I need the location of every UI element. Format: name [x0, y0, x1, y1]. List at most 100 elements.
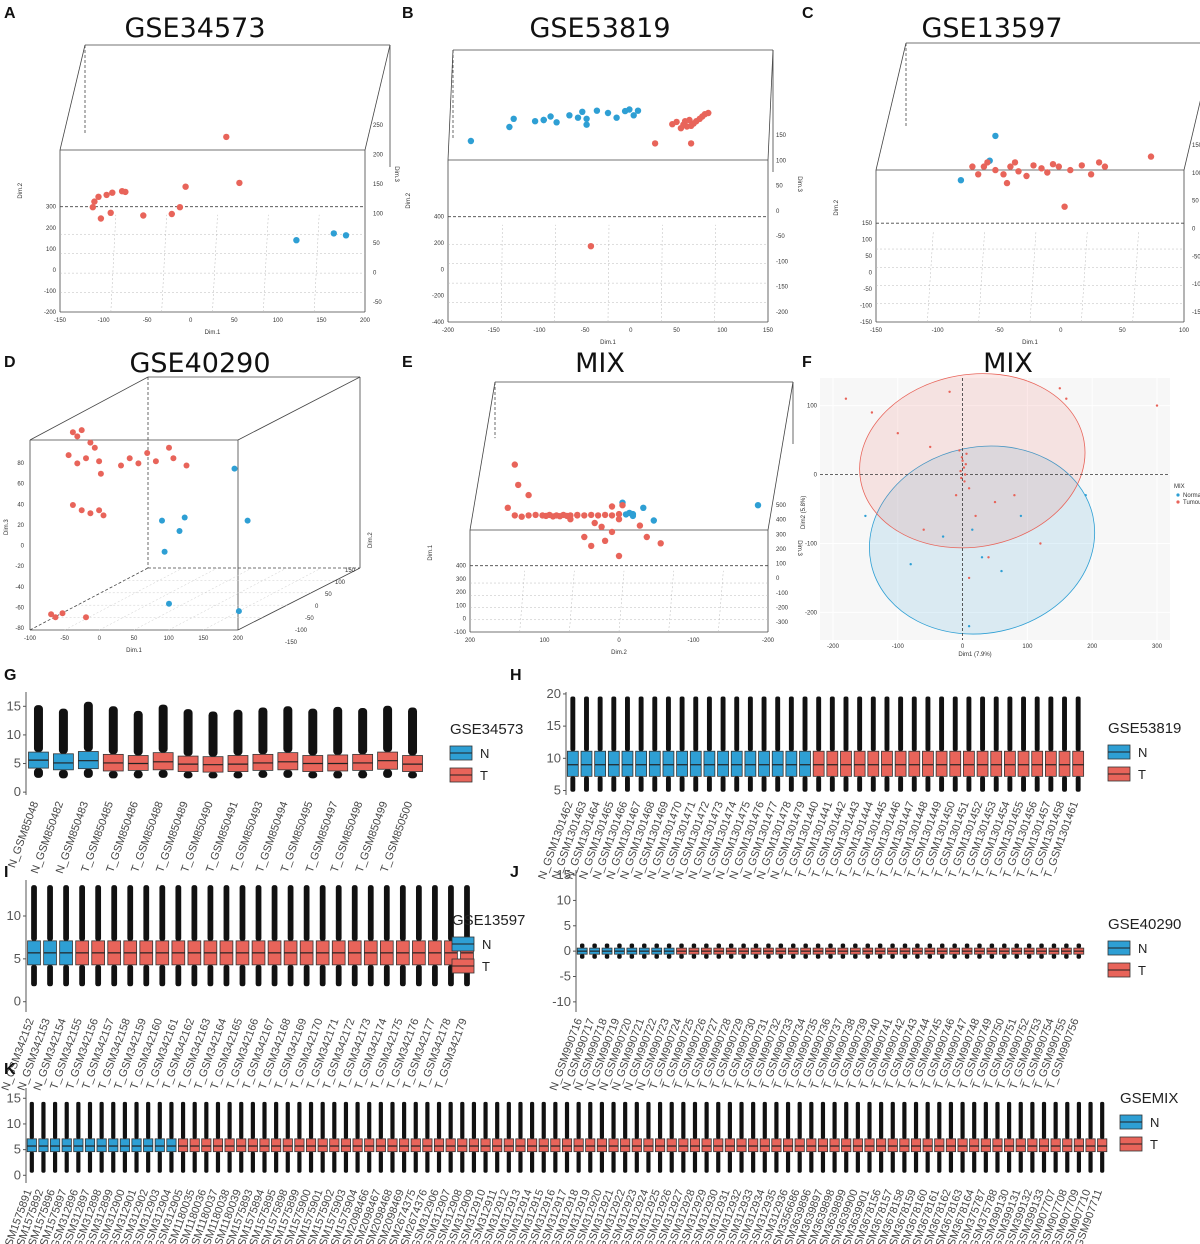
- lower-whisker: [127, 964, 134, 987]
- x-tick-label: -200: [827, 644, 840, 650]
- upper-whisker: [584, 696, 589, 752]
- box-body: [317, 1138, 328, 1153]
- tumor-box: [422, 1101, 433, 1173]
- normal-box: [27, 885, 41, 987]
- x-axis-label: Dim.1: [600, 340, 616, 346]
- lower-whisker: [937, 1151, 942, 1173]
- tumor-point: [518, 513, 525, 520]
- tumor-box: [189, 1101, 200, 1173]
- x-tick-label: 0: [629, 328, 633, 334]
- upper-whisker: [460, 1101, 465, 1139]
- x-tick-label: 150: [198, 636, 209, 642]
- upper-whisker: [415, 885, 422, 941]
- y-tick-label: 100: [456, 603, 467, 609]
- upper-whisker: [58, 708, 68, 754]
- frame-edge: [237, 567, 361, 631]
- tumor-box: [1015, 1101, 1026, 1173]
- lower-whisker: [832, 1151, 837, 1173]
- tumor-point: [109, 189, 116, 196]
- box-body: [608, 1138, 619, 1153]
- y-tick-label: -5: [559, 969, 571, 984]
- tumor-point: [587, 243, 595, 250]
- panel-letter: E: [402, 354, 413, 371]
- tumor-box: [1048, 943, 1060, 959]
- tumor-point: [122, 188, 129, 196]
- tumor-point: [870, 411, 874, 414]
- grid-line: [618, 570, 625, 633]
- box-body: [73, 1138, 84, 1153]
- upper-whisker: [948, 1101, 954, 1139]
- tumor-point: [615, 516, 623, 523]
- x-tick-label: 100: [717, 328, 728, 334]
- tumor-box: [676, 943, 687, 959]
- tumor-box: [724, 1101, 735, 1173]
- normal-point: [176, 528, 183, 534]
- upper-whisker: [857, 696, 863, 752]
- lower-whisker: [1062, 776, 1067, 792]
- y-tick-label: 5: [564, 918, 571, 933]
- normal-point: [992, 132, 999, 140]
- normal-box: [799, 696, 811, 792]
- upper-whisker: [448, 1101, 453, 1139]
- legend-swatch: [1176, 493, 1180, 497]
- tumor-box: [187, 885, 202, 987]
- tumor-box: [867, 696, 880, 792]
- upper-whisker: [399, 885, 406, 941]
- tumor-point: [1061, 203, 1068, 210]
- z-tick-label: 0: [1192, 227, 1196, 233]
- box-body: [201, 1138, 212, 1153]
- grid-line: [714, 224, 716, 323]
- tumor-ellipse: [859, 373, 1086, 549]
- box-body: [410, 1138, 421, 1153]
- box-body: [143, 1138, 154, 1153]
- lower-whisker: [143, 964, 150, 987]
- normal-point: [244, 517, 251, 524]
- box-body: [934, 1138, 945, 1153]
- upper-whisker: [911, 696, 917, 752]
- tumor-point: [1055, 163, 1063, 170]
- upper-whisker: [159, 885, 166, 941]
- lower-whisker: [802, 776, 808, 792]
- x-tick-label: 50: [231, 318, 238, 324]
- tumor-box: [561, 1101, 573, 1173]
- tumor-box: [352, 708, 374, 779]
- upper-whisker: [1076, 943, 1082, 949]
- lower-whisker: [576, 1151, 581, 1173]
- lower-whisker: [495, 1151, 500, 1173]
- tumor-point: [608, 512, 616, 519]
- lower-whisker: [638, 776, 644, 792]
- lower-whisker: [692, 1151, 698, 1173]
- upper-whisker: [611, 1101, 616, 1139]
- upper-whisker: [966, 696, 972, 752]
- normal-point: [181, 514, 188, 521]
- upper-whisker: [378, 1101, 383, 1139]
- lower-whisker: [29, 1151, 34, 1173]
- upper-whisker: [629, 943, 635, 949]
- x-tick-label: -100: [24, 636, 37, 642]
- lower-whisker: [415, 964, 422, 987]
- lower-whisker: [579, 954, 585, 959]
- upper-whisker: [913, 1101, 919, 1139]
- tumor-box: [1011, 943, 1023, 959]
- tumor-point: [1039, 542, 1042, 545]
- tumor-box: [1017, 696, 1030, 792]
- x-tick-label: -100: [892, 644, 905, 650]
- upper-whisker: [927, 943, 933, 949]
- normal-box: [84, 1101, 96, 1173]
- lower-whisker: [741, 954, 746, 959]
- panel-f: F MIX -200 -100 0 100 200 300 100 0 -100 -200 Dim1 (…: [801, 348, 1200, 658]
- normal-point: [540, 116, 547, 124]
- box-body: [736, 1138, 747, 1153]
- normal-box: [154, 1101, 165, 1173]
- lower-whisker: [448, 1151, 453, 1173]
- tumor-box: [457, 1101, 468, 1173]
- z-axis-label: Dim.3: [393, 166, 399, 182]
- upper-whisker: [646, 1101, 651, 1139]
- plot-background: [820, 378, 1170, 640]
- frame-edge: [59, 44, 86, 151]
- tumor-box: [713, 943, 725, 959]
- lower-whisker: [564, 1151, 570, 1173]
- box-body: [957, 1138, 968, 1153]
- box-body: [717, 750, 729, 777]
- tumor-box: [538, 1101, 549, 1173]
